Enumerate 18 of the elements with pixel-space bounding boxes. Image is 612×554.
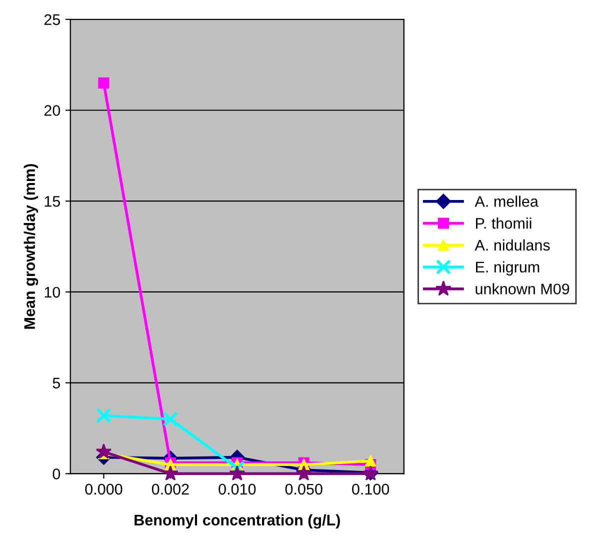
y-axis-title: Mean growth/day (mm) (24, 164, 38, 329)
legend-label: unknown M09 (476, 283, 570, 294)
x-tick-label: 0.010 (218, 484, 256, 495)
legend-label: P. thomii (476, 218, 532, 229)
x-tick-label: 0.000 (85, 484, 122, 495)
x-tick-label: 0.050 (285, 484, 322, 495)
y-tick-label: 5 (52, 378, 60, 388)
y-tick-label: 0 (52, 468, 60, 480)
y-tick-label: 20 (44, 105, 60, 116)
y-tick-label: 25 (44, 14, 60, 26)
legend-label: E. nigrum (476, 261, 540, 276)
y-tick-label: 10 (44, 286, 60, 298)
x-axis-title: Benomyl concentration (g/L) (134, 514, 340, 529)
x-tick-label: 0.100 (352, 484, 390, 495)
legend-label: A. nidulans (474, 239, 550, 251)
y-tick-label: 15 (44, 196, 60, 207)
legend-label: A. mellea (474, 196, 538, 207)
x-tick-label: 0.002 (152, 484, 189, 495)
